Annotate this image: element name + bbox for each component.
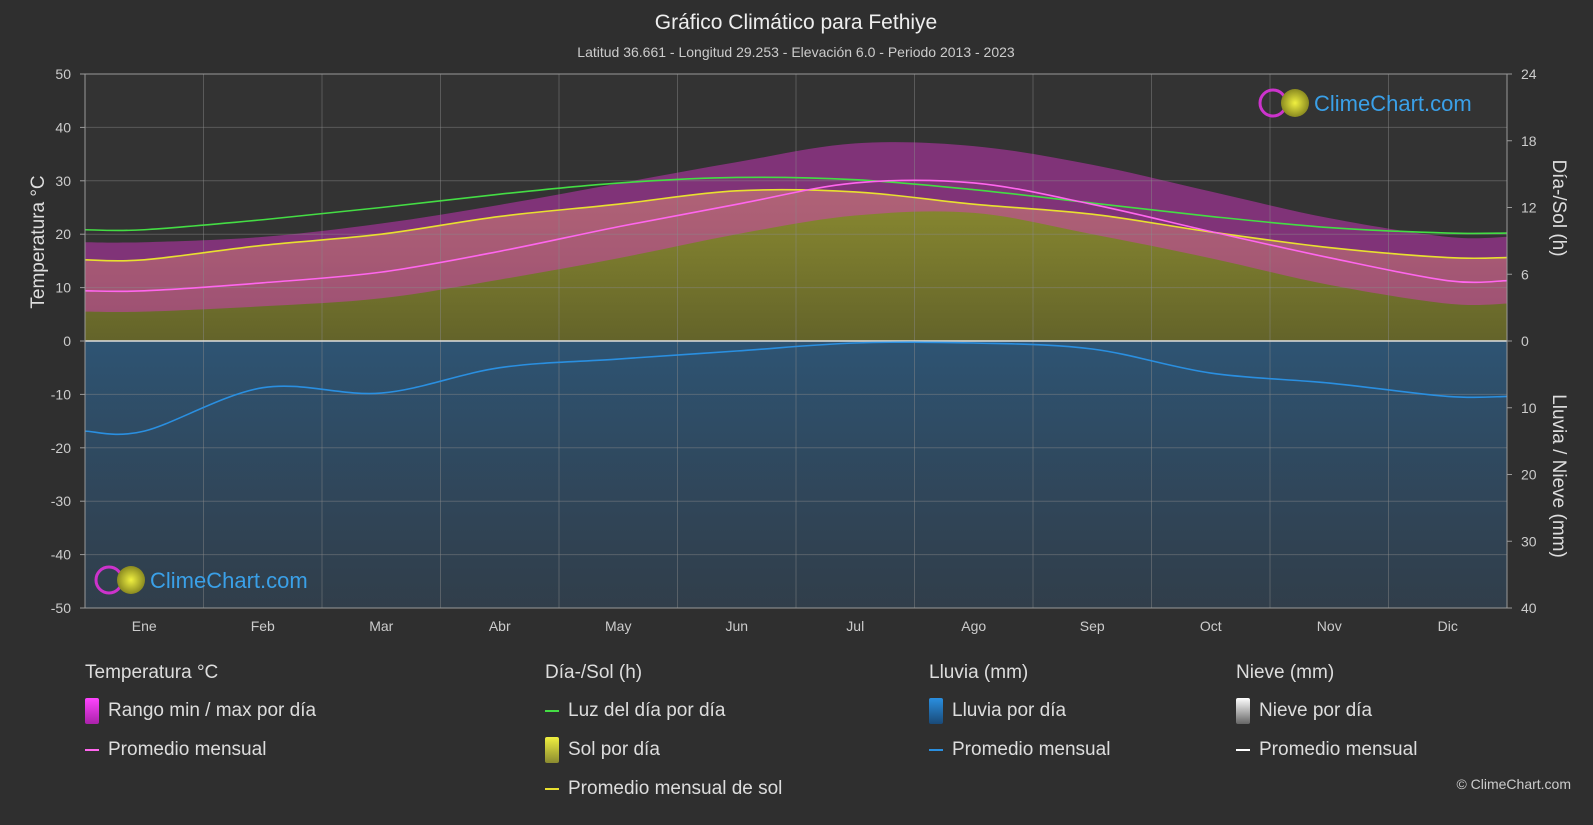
x-tick-label: Mar [369, 618, 393, 634]
legend-label: Rango min / max por día [108, 700, 317, 721]
y-right-bottom-tick-label: 30 [1521, 533, 1537, 549]
swatch-temp-range-icon [85, 698, 99, 724]
y-left-tick-label: -10 [51, 386, 71, 402]
rain-daily-area [85, 341, 1507, 608]
swatch-daylight-icon [545, 710, 559, 712]
sunshine-area [85, 189, 1507, 341]
series-lines [84, 176, 1508, 436]
legend-item-snow: Nieve por día [1236, 698, 1417, 724]
y-left-tick-label: 40 [55, 119, 71, 135]
swatch-rain-icon [929, 698, 943, 724]
y-left-tick-label: 50 [55, 66, 71, 82]
legend-label: Promedio mensual [1259, 739, 1418, 760]
y-axis-right-top-label: Día-/Sol (h) [1548, 159, 1569, 256]
legend-label: Luz del día por día [568, 700, 726, 721]
y-left-tick-label: -50 [51, 600, 71, 616]
y-right-bottom-tick-label: 10 [1521, 400, 1537, 416]
y-right-bottom-tick-label: 40 [1521, 600, 1537, 616]
chart-title: Gráfico Climático para Fethiye [655, 11, 937, 34]
y-left-tick-label: 30 [55, 173, 71, 189]
legend-item-sunshine: Sol por día [545, 737, 782, 763]
axes: 50 40 30 20 10 0 -10 -20 -30 -40 -50 24 18 12 6 0 10 20 30… [51, 66, 1537, 634]
x-tick-label: Ene [132, 618, 157, 634]
x-tick-label: Sep [1080, 618, 1105, 634]
x-tick-label: Dic [1438, 618, 1458, 634]
legend-label: Nieve por día [1259, 700, 1373, 721]
copyright: © ClimeChart.com [1456, 776, 1571, 792]
legend-title: Temperatura °C [85, 662, 219, 683]
temperature-range-band [85, 142, 1507, 313]
legend-item-temp-avg: Promedio mensual [85, 737, 316, 763]
watermark-bottom: ClimeChart.com [94, 565, 308, 595]
y-right-bottom-tick-label: 20 [1521, 467, 1537, 483]
temperature-average-line [84, 179, 1508, 293]
legend-label: Promedio mensual [108, 739, 267, 760]
legend-snow: Nieve (mm) Nieve por día Promedio mensua… [1236, 662, 1417, 776]
swatch-snow-avg-icon [1236, 749, 1250, 751]
y-right-top-tick-label: 12 [1521, 200, 1537, 216]
legend-item-sun-avg: Promedio mensual de sol [545, 776, 782, 802]
legend-item-daylight: Luz del día por día [545, 698, 782, 724]
y-right-top-tick-label: 24 [1521, 66, 1537, 82]
y-left-tick-label: 20 [55, 226, 71, 242]
y-left-tick-label: -30 [51, 493, 71, 509]
y-right-top-tick-label: 18 [1521, 133, 1537, 149]
y-left-tick-label: 10 [55, 280, 71, 296]
legend-label: Promedio mensual [952, 739, 1111, 760]
sunshine-average-line [84, 188, 1508, 262]
legend-sun: Día-/Sol (h) Luz del día por día Sol por… [545, 662, 782, 815]
y-left-tick-label: 0 [63, 333, 71, 349]
swatch-snow-icon [1236, 698, 1250, 724]
legend-label: Sol por día [568, 739, 660, 760]
swatch-rain-avg-icon [929, 749, 943, 751]
legend-title: Nieve (mm) [1236, 662, 1335, 683]
watermark-top: ClimeChart.com [1258, 88, 1472, 118]
temperature-range-area [85, 142, 1507, 313]
swatch-temp-avg-icon [85, 749, 99, 751]
logo-sun-icon [1281, 89, 1309, 117]
daylight-line [84, 176, 1508, 235]
x-tick-label: Nov [1317, 618, 1342, 634]
legend-item-snow-avg: Promedio mensual [1236, 737, 1417, 763]
legend-title: Día-/Sol (h) [545, 662, 643, 683]
rain-average-line [84, 341, 1508, 436]
y-left-tick-label: -40 [51, 547, 71, 563]
x-tick-label: May [605, 618, 631, 634]
watermark-text: ClimeChart.com [1314, 91, 1472, 116]
x-tick-label: Ago [961, 618, 986, 634]
x-tick-label: Feb [251, 618, 275, 634]
y-axis-right-bottom-label: Lluvia / Nieve (mm) [1548, 394, 1569, 558]
y-right-top-tick-label: 6 [1521, 266, 1529, 282]
legend-item-rain: Lluvia por día [929, 698, 1110, 724]
legend-item-temp-range: Rango min / max por día [85, 698, 316, 724]
rain-area [85, 341, 1507, 608]
x-tick-label: Jun [725, 618, 748, 634]
x-tick-label: Abr [489, 618, 511, 634]
legend-label: Promedio mensual de sol [568, 778, 783, 799]
y-left-tick-label: -20 [51, 440, 71, 456]
sunshine-daily-area [85, 189, 1507, 341]
logo-sun-icon [117, 566, 145, 594]
swatch-sunshine-icon [545, 737, 559, 763]
watermark-text: ClimeChart.com [150, 568, 308, 593]
legend-label: Lluvia por día [952, 700, 1067, 721]
x-tick-label: Oct [1200, 618, 1222, 634]
legend-title: Lluvia (mm) [929, 662, 1029, 683]
swatch-sun-avg-icon [545, 788, 559, 790]
y-axis-left-label: Temperatura °C [28, 175, 49, 308]
legend-item-rain-avg: Promedio mensual [929, 737, 1110, 763]
chart-subtitle: Latitud 36.661 - Longitud 29.253 - Eleva… [577, 44, 1015, 60]
legend-temperature: Temperatura °C Rango min / max por día P… [85, 662, 316, 776]
y-right-top-tick-label: 0 [1521, 333, 1529, 349]
x-tick-label: Jul [846, 618, 864, 634]
legend-rain: Lluvia (mm) Lluvia por día Promedio mens… [929, 662, 1110, 776]
